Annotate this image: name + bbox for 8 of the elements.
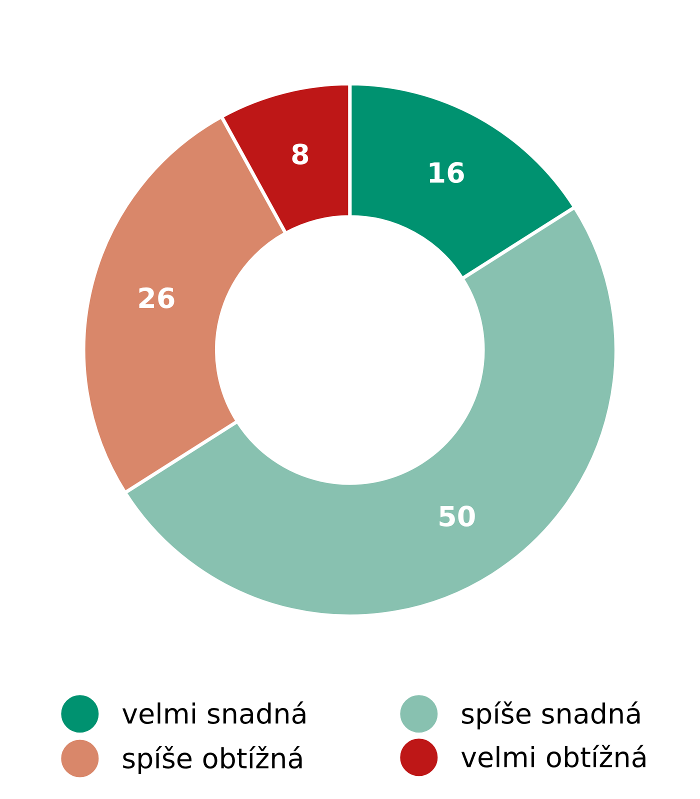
- legend-label: velmi snadná: [122, 701, 306, 724]
- legend-label: spíše obtížná: [123, 746, 302, 774]
- legend-label: velmi obtížná: [461, 744, 646, 768]
- data-label: 8: [292, 144, 308, 165]
- data-label: 50: [440, 506, 475, 527]
- data-label: 16: [430, 162, 464, 184]
- data-label: 26: [139, 287, 174, 308]
- legend-label: spíše snadná: [462, 701, 640, 730]
